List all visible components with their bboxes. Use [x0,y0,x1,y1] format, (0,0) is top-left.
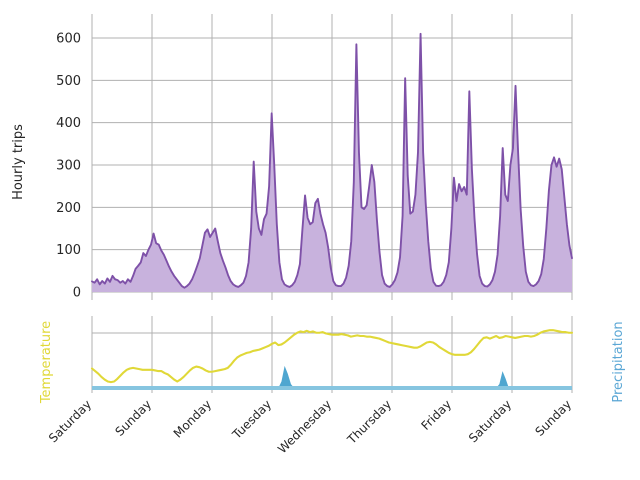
y-tick-label: 200 [56,201,81,216]
y-tick-label: 0 [73,286,81,301]
panel-weather: Temperature Precipitation [39,316,626,404]
y-tick-label: 100 [56,243,81,258]
y-axis-label-temperature: Temperature [39,321,54,404]
y-tick-label: 500 [56,74,81,89]
panel-hourly-trips: 0 100 200 300 400 500 600 Hourly trips [11,14,573,301]
y-tick-label: 300 [56,159,81,174]
y-axis-label-hourly-trips: Hourly trips [11,124,26,200]
y-axis-label-precipitation: Precipitation [611,321,626,402]
trips-line [91,32,573,289]
y-tick-label: 400 [56,116,81,131]
trips-y-tick-labels: 0 100 200 300 400 500 600 [56,32,81,301]
temperature-line [90,329,574,384]
y-tick-label: 600 [56,32,81,47]
